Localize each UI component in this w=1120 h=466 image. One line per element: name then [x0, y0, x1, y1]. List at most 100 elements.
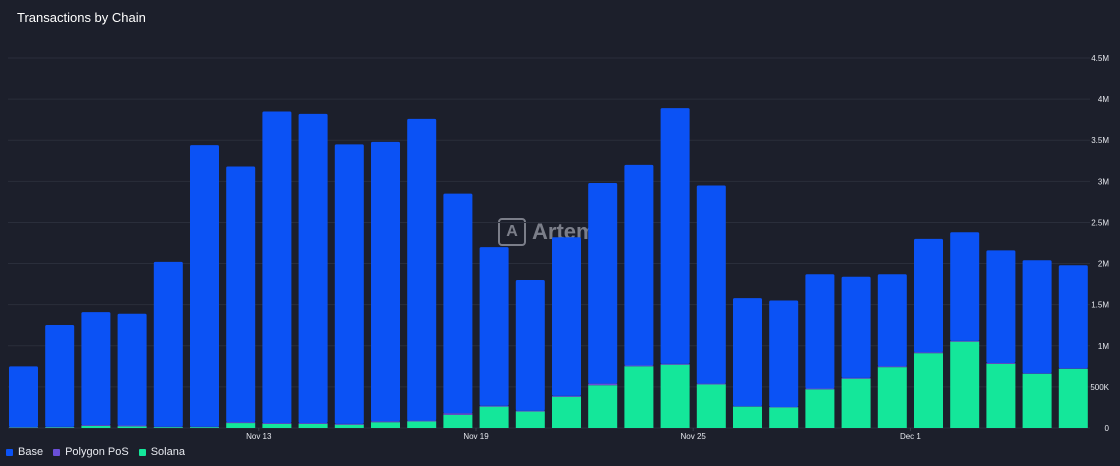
legend-label-solana: Solana	[150, 446, 185, 458]
bar-polygon-pos-27[interactable]	[986, 363, 1016, 364]
bar-solana-20[interactable]	[733, 406, 762, 428]
y-tick-label-9: 4.5M	[1091, 54, 1109, 63]
bar-polygon-pos-16[interactable]	[588, 383, 618, 386]
bar-polygon-pos-7[interactable]	[262, 423, 292, 424]
bar-solana-2[interactable]	[81, 425, 111, 428]
bar-polygon-pos-17[interactable]	[624, 365, 654, 367]
bar-solana-6[interactable]	[226, 423, 256, 428]
bar-solana-27[interactable]	[986, 363, 1016, 428]
bar-base-29[interactable]	[1058, 265, 1088, 369]
bar-base-0[interactable]	[9, 366, 38, 428]
bar-base-10[interactable]	[371, 141, 400, 422]
bar-base-22[interactable]	[805, 274, 835, 389]
bar-solana-8[interactable]	[298, 423, 328, 428]
legend-swatch-base	[6, 448, 13, 456]
bar-solana-14[interactable]	[515, 411, 545, 428]
bar-polygon-pos-24[interactable]	[877, 366, 907, 368]
bar-polygon-pos-12[interactable]	[443, 413, 473, 415]
bar-polygon-pos-18[interactable]	[660, 363, 690, 365]
bar-solana-28[interactable]	[1022, 373, 1052, 428]
bar-polygon-pos-11[interactable]	[407, 420, 437, 422]
bar-polygon-pos-19[interactable]	[696, 383, 726, 385]
bar-base-26[interactable]	[950, 232, 980, 341]
bar-solana-7[interactable]	[262, 423, 292, 428]
bar-solana-5[interactable]	[190, 427, 219, 428]
bar-solana-29[interactable]	[1058, 368, 1088, 428]
y-tick-label-3: 1.5M	[1091, 301, 1109, 310]
bar-polygon-pos-2[interactable]	[81, 425, 111, 426]
legend-item-base[interactable]: Base	[6, 446, 43, 458]
bar-solana-17[interactable]	[624, 366, 654, 428]
bar-base-23[interactable]	[841, 276, 871, 378]
bar-base-5[interactable]	[190, 145, 219, 427]
legend-swatch-solana	[138, 448, 146, 456]
legend-item-solana[interactable]: Solana	[138, 446, 185, 458]
bar-solana-25[interactable]	[914, 353, 943, 428]
bar-solana-22[interactable]	[805, 389, 835, 428]
bar-solana-18[interactable]	[660, 364, 690, 428]
bar-solana-1[interactable]	[45, 427, 75, 428]
bar-solana-4[interactable]	[153, 427, 183, 428]
bar-solana-21[interactable]	[769, 407, 799, 428]
bar-solana-19[interactable]	[696, 384, 726, 428]
bar-solana-10[interactable]	[371, 422, 400, 428]
bar-base-11[interactable]	[407, 118, 437, 421]
y-tick-label-5: 2.5M	[1091, 218, 1109, 227]
bar-solana-26[interactable]	[950, 341, 980, 428]
bar-base-9[interactable]	[334, 144, 364, 424]
bar-solana-13[interactable]	[479, 406, 509, 428]
bar-solana-12[interactable]	[443, 414, 473, 428]
bar-base-20[interactable]	[733, 298, 762, 407]
bar-polygon-pos-8[interactable]	[298, 423, 328, 424]
bar-base-15[interactable]	[552, 237, 581, 396]
x-tick-label-0: Nov 13	[246, 432, 272, 441]
bar-base-7[interactable]	[262, 111, 292, 424]
bar-polygon-pos-23[interactable]	[841, 377, 871, 379]
bar-base-25[interactable]	[914, 238, 943, 353]
bar-base-24[interactable]	[877, 274, 907, 367]
bar-base-17[interactable]	[624, 164, 654, 366]
bar-polygon-pos-14[interactable]	[515, 410, 545, 412]
legend-swatch-polygon-pos	[53, 448, 61, 456]
bar-base-16[interactable]	[588, 182, 618, 384]
bar-base-6[interactable]	[226, 166, 256, 423]
bar-base-27[interactable]	[986, 250, 1016, 364]
bar-polygon-pos-3[interactable]	[117, 425, 147, 427]
bar-polygon-pos-25[interactable]	[914, 352, 943, 354]
bar-polygon-pos-13[interactable]	[479, 405, 509, 407]
bar-base-4[interactable]	[153, 261, 183, 427]
legend-item-polygon-pos[interactable]: Polygon PoS	[53, 446, 129, 458]
legend: Base Polygon PoS Solana	[6, 446, 185, 458]
bar-base-13[interactable]	[479, 247, 509, 406]
bar-solana-3[interactable]	[117, 426, 147, 428]
bar-base-3[interactable]	[117, 313, 147, 426]
bar-base-1[interactable]	[45, 324, 75, 427]
bar-polygon-pos-22[interactable]	[805, 388, 835, 390]
bar-polygon-pos-6[interactable]	[226, 422, 256, 424]
bar-solana-15[interactable]	[552, 396, 581, 428]
bar-solana-16[interactable]	[588, 385, 618, 428]
bar-base-21[interactable]	[769, 300, 799, 408]
y-tick-label-4: 2M	[1098, 260, 1109, 269]
bar-base-19[interactable]	[696, 185, 726, 384]
x-tick-label-2: Nov 25	[681, 432, 707, 441]
bar-polygon-pos-26[interactable]	[950, 340, 980, 342]
bar-base-18[interactable]	[660, 108, 690, 364]
bar-base-14[interactable]	[515, 280, 545, 411]
bar-polygon-pos-9[interactable]	[334, 423, 364, 425]
artemis-logo-icon: A	[498, 218, 526, 246]
bar-solana-11[interactable]	[407, 421, 437, 428]
bar-solana-24[interactable]	[877, 367, 907, 428]
y-tick-label-2: 1M	[1098, 342, 1109, 351]
bar-polygon-pos-15[interactable]	[552, 395, 581, 397]
bar-solana-23[interactable]	[841, 378, 871, 428]
bar-solana-9[interactable]	[334, 424, 364, 428]
bar-base-2[interactable]	[81, 312, 111, 426]
y-tick-label-0: 0	[1105, 424, 1110, 433]
bar-base-28[interactable]	[1022, 260, 1052, 374]
bar-base-8[interactable]	[298, 113, 328, 424]
bar-base-12[interactable]	[443, 193, 473, 414]
y-tick-label-1: 500K	[1090, 383, 1109, 392]
bar-polygon-pos-10[interactable]	[371, 421, 400, 423]
